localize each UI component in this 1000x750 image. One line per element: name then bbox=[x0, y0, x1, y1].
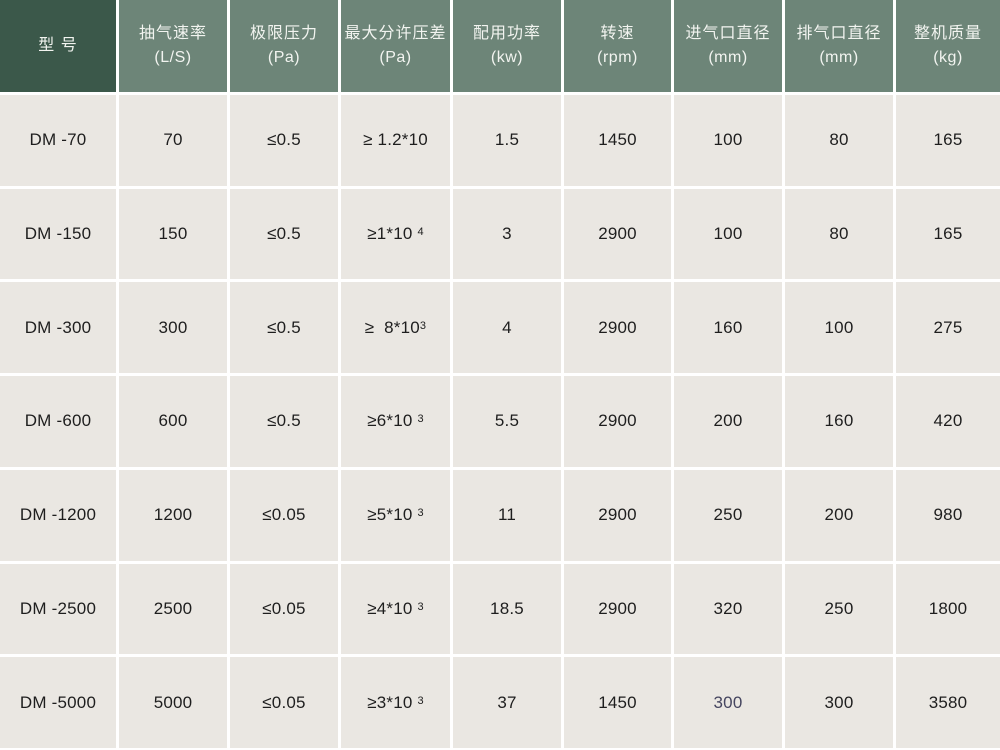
cell-ultimate-pressure: ≤0.05 bbox=[230, 657, 338, 748]
cell-rotation-speed: 2900 bbox=[564, 188, 671, 280]
header-total-weight: 整机质量 (kg) bbox=[896, 0, 1000, 92]
cell-inlet-diameter: 160 bbox=[674, 282, 782, 374]
cell-outlet-diameter: 200 bbox=[785, 469, 893, 561]
cell-pumping-speed: 150 bbox=[119, 188, 227, 280]
cell-model: DM -300 bbox=[0, 282, 116, 374]
cell-max-pressure-diff: ≥6*10 3 bbox=[341, 376, 450, 467]
cell-max-pressure-diff: ≥5*10 3 bbox=[341, 469, 450, 561]
cell-outlet-diameter: 160 bbox=[785, 376, 893, 467]
cell-model: DM -150 bbox=[0, 188, 116, 280]
cell-rotation-speed: 2900 bbox=[564, 282, 671, 374]
cell-rotation-speed: 2900 bbox=[564, 376, 671, 467]
cell-model: DM -70 bbox=[0, 95, 116, 186]
cell-outlet-diameter: 300 bbox=[785, 657, 893, 748]
cell-total-weight: 980 bbox=[896, 469, 1000, 561]
cell-model: DM -600 bbox=[0, 376, 116, 467]
cell-max-pressure-diff: ≥3*10 3 bbox=[341, 657, 450, 748]
cell-ultimate-pressure: ≤0.5 bbox=[230, 188, 338, 280]
cell-pumping-speed: 600 bbox=[119, 376, 227, 467]
cell-pumping-speed: 5000 bbox=[119, 657, 227, 748]
cell-ultimate-pressure: ≤0.05 bbox=[230, 563, 338, 655]
cell-ultimate-pressure: ≤0.5 bbox=[230, 95, 338, 186]
cell-inlet-diameter: 300 bbox=[674, 657, 782, 748]
cell-pumping-speed: 1200 bbox=[119, 469, 227, 561]
cell-inlet-diameter: 100 bbox=[674, 95, 782, 186]
cell-rotation-speed: 2900 bbox=[564, 563, 671, 655]
cell-ultimate-pressure: ≤0.5 bbox=[230, 282, 338, 374]
cell-total-weight: 420 bbox=[896, 376, 1000, 467]
cell-total-weight: 1800 bbox=[896, 563, 1000, 655]
header-inlet-diameter: 进气口直径 (mm) bbox=[674, 0, 782, 92]
cell-max-pressure-diff: ≥1*10 4 bbox=[341, 188, 450, 280]
cell-motor-power: 4 bbox=[453, 282, 561, 374]
cell-pumping-speed: 70 bbox=[119, 95, 227, 186]
cell-pumping-speed: 300 bbox=[119, 282, 227, 374]
cell-model: DM -5000 bbox=[0, 657, 116, 748]
cell-ultimate-pressure: ≤0.5 bbox=[230, 376, 338, 467]
cell-max-pressure-diff: ≥4*10 3 bbox=[341, 563, 450, 655]
cell-inlet-diameter: 100 bbox=[674, 188, 782, 280]
header-rotation-speed: 转速 (rpm) bbox=[564, 0, 671, 92]
cell-total-weight: 165 bbox=[896, 188, 1000, 280]
cell-model: DM -2500 bbox=[0, 563, 116, 655]
cell-outlet-diameter: 100 bbox=[785, 282, 893, 374]
cell-inlet-diameter: 250 bbox=[674, 469, 782, 561]
cell-rotation-speed: 1450 bbox=[564, 657, 671, 748]
header-max-pressure-diff: 最大分许压差 (Pa) bbox=[341, 0, 450, 92]
cell-ultimate-pressure: ≤0.05 bbox=[230, 469, 338, 561]
cell-model: DM -1200 bbox=[0, 469, 116, 561]
cell-motor-power: 5.5 bbox=[453, 376, 561, 467]
cell-inlet-diameter: 200 bbox=[674, 376, 782, 467]
cell-inlet-diameter: 320 bbox=[674, 563, 782, 655]
header-ultimate-pressure: 极限压力 (Pa) bbox=[230, 0, 338, 92]
cell-motor-power: 11 bbox=[453, 469, 561, 561]
cell-max-pressure-diff: ≥ 8*10 3 bbox=[341, 282, 450, 374]
cell-pumping-speed: 2500 bbox=[119, 563, 227, 655]
cell-max-pressure-diff: ≥ 1.2*10 bbox=[341, 95, 450, 186]
cell-motor-power: 1.5 bbox=[453, 95, 561, 186]
cell-rotation-speed: 2900 bbox=[564, 469, 671, 561]
cell-rotation-speed: 1450 bbox=[564, 95, 671, 186]
header-pumping-speed: 抽气速率 (L/S) bbox=[119, 0, 227, 92]
header-model: 型 号 bbox=[0, 0, 116, 92]
cell-outlet-diameter: 80 bbox=[785, 95, 893, 186]
cell-outlet-diameter: 250 bbox=[785, 563, 893, 655]
header-model-label: 型 号 bbox=[38, 37, 78, 54]
header-motor-power: 配用功率 (kw) bbox=[453, 0, 561, 92]
header-outlet-diameter: 排气口直径 (mm) bbox=[785, 0, 893, 92]
cell-motor-power: 18.5 bbox=[453, 563, 561, 655]
cell-motor-power: 37 bbox=[453, 657, 561, 748]
cell-total-weight: 3580 bbox=[896, 657, 1000, 748]
cell-total-weight: 165 bbox=[896, 95, 1000, 186]
cell-outlet-diameter: 80 bbox=[785, 188, 893, 280]
cell-total-weight: 275 bbox=[896, 282, 1000, 374]
cell-motor-power: 3 bbox=[453, 188, 561, 280]
